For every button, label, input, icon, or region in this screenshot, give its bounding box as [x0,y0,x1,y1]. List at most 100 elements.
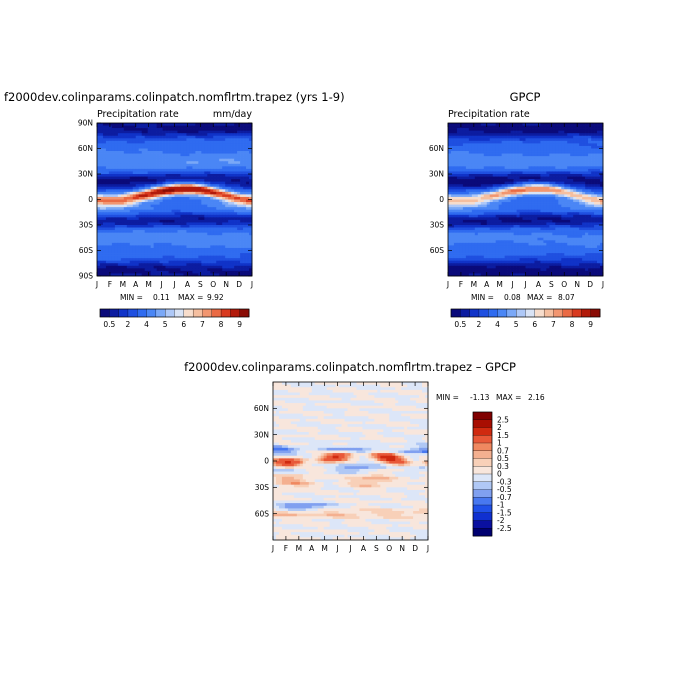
panel-model-cell [228,263,232,267]
panel-obs-cell [459,207,464,211]
panel-obs-cell [483,168,488,172]
panel-obs-cell [465,145,470,149]
panel-model-cell [144,268,149,272]
panel-model-cell [234,255,238,259]
panel-obs-cell [507,148,511,152]
panel-model-cell [198,176,202,180]
panel-model-cell [97,135,101,139]
panel-model-cell [174,204,178,208]
panel-model-cell [216,247,220,251]
panel-model-cell [129,237,134,241]
panel-obs-cell [453,128,458,131]
panel-model-cell [105,268,110,272]
panel-obs-cell [453,196,458,200]
panel-obs-cell [462,176,467,180]
panel-model-cell [129,270,134,274]
panel-obs-cell [525,186,529,190]
panel-model-cell [189,222,193,226]
panel-model-cell [97,125,101,129]
panel-model-cell [99,253,104,256]
panel-model-cell [123,260,128,264]
panel-model-cell [159,176,163,180]
panel-model-cell [111,166,116,170]
panel-model-cell [156,253,160,256]
panel-model-cell [156,235,160,239]
panel-model-cell [126,260,131,264]
panel-obs-cell [579,140,583,144]
panel-obs-cell [492,191,497,195]
panel-model-cell [186,179,190,182]
panel-model-cell [204,133,208,137]
panel-model-cell [159,171,163,175]
panel-model-cell [120,268,125,272]
panel-obs-cell [540,153,544,157]
panel-model-cell [246,202,250,205]
panel-obs-cell [585,181,589,185]
panel-obs-cell [459,148,464,152]
panel-model-cell [234,148,238,152]
panel-obs-cell [600,191,604,195]
panel-model-cell [159,222,163,226]
panel-obs-cell [594,207,598,211]
panel-obs-cell [448,156,452,160]
panel-obs-cell [585,158,589,162]
panel-model-cell [195,263,199,267]
panel-obs-cell [528,184,532,188]
panel-obs-cell [495,168,500,172]
panel-model-colorbar-swatch [137,308,148,318]
panel-obs-cell [486,135,491,139]
panel-obs-cell [498,158,502,162]
panel-obs-cell [564,161,568,165]
panel-model-cell [180,133,184,137]
panel-model-cell [141,230,146,233]
panel-model-cell [147,265,151,269]
panel-model-cell [222,199,226,203]
panel-model-cell [213,202,217,205]
panel-obs-cell [486,128,491,131]
panel-model-cell [97,255,101,259]
panel-obs-cell [486,143,491,147]
panel-model-cell [180,240,184,244]
panel-model-cell [174,125,178,129]
panel-model-cell [165,138,169,142]
panel-model-cell [228,184,232,188]
panel-model-cell [126,123,131,126]
panel-obs-cell [519,125,523,129]
panel-model-cell [243,250,247,254]
panel-model-cell [231,230,235,233]
panel-model-cell [222,186,226,190]
panel-model-cell [243,225,247,228]
panel-model-cell [177,189,181,193]
panel-model-cell [165,199,169,203]
panel-model-cell [129,179,134,182]
panel-model-cell [159,130,163,134]
panel-model-cell [249,265,253,269]
panel-model-cell [111,247,116,251]
panel-model-cell [147,207,151,211]
panel-model-cell [97,265,101,269]
panel-obs-cell [522,158,526,162]
panel-model-cell [150,166,154,170]
panel-model-cell [237,225,241,228]
panel-model-cell [189,214,193,218]
panel-model-cell [126,232,131,236]
panel-obs-cell [504,161,508,165]
panel-obs-cell [561,148,565,152]
panel-model-cell [162,212,166,216]
panel-model-cell [219,253,223,256]
panel-model-cell [219,225,223,228]
panel-model-cell [105,250,110,254]
panel-obs-cell [582,186,586,190]
panel-obs-cell [453,143,458,147]
panel-obs-cell [591,133,595,137]
panel-model-cell [135,260,140,264]
panel-model-cell [243,179,247,182]
panel-obs-cell [558,123,562,126]
panel-obs-cell [537,176,541,180]
panel-model-cell [174,253,178,256]
panel-obs-cell [462,199,467,203]
panel-model-cell [108,245,113,249]
panel-obs-cell [588,140,592,144]
panel-model-cell [240,161,244,165]
panel-model-cell [97,128,101,131]
